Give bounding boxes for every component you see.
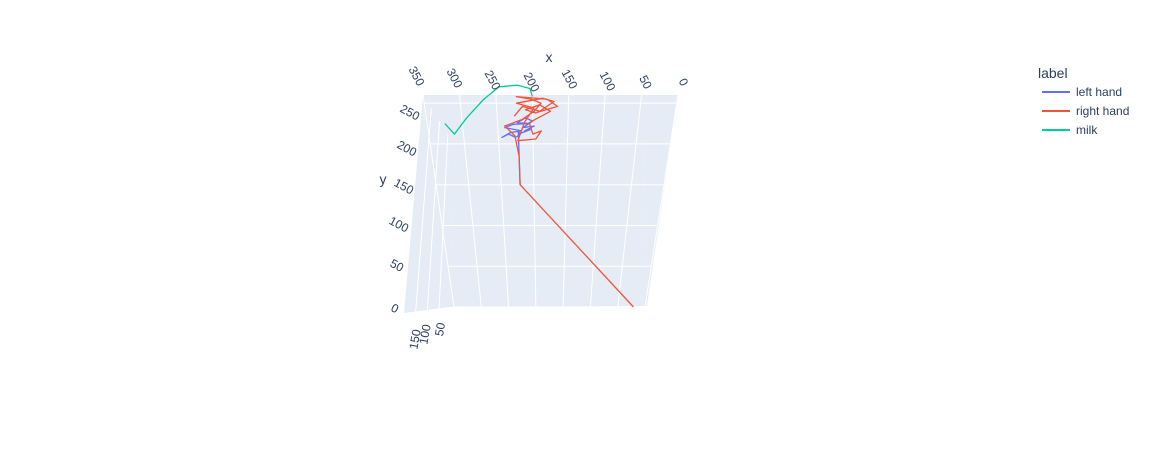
series-line-milk	[444, 84, 533, 135]
grid-line-z	[438, 134, 449, 309]
x-tick-label: 350	[406, 64, 428, 89]
legend-label: left hand	[1076, 85, 1122, 99]
grid-line-x	[644, 94, 679, 308]
x-tick-label: 50	[636, 73, 655, 92]
grid-line-x	[458, 94, 482, 308]
grid-line-x	[495, 94, 510, 308]
grid-lines	[415, 94, 679, 312]
left-wall	[404, 95, 456, 313]
y-axis-title: y	[380, 171, 387, 187]
legend-item-milk[interactable]: milk	[1042, 123, 1098, 137]
y-tick-label: 100	[387, 214, 412, 236]
x-tick-label: 300	[444, 66, 466, 91]
y-tick-label: 200	[395, 138, 420, 160]
legend-label: right hand	[1076, 104, 1129, 118]
back-wall	[423, 95, 678, 148]
legend-title: label	[1038, 65, 1068, 81]
grid-line-x	[531, 94, 537, 308]
legend-item-left-hand[interactable]: left hand	[1042, 85, 1122, 99]
floor	[449, 146, 647, 307]
series-line-right-hand	[504, 95, 634, 308]
grid-line-x	[422, 94, 455, 308]
legend-item-right-hand[interactable]: right hand	[1042, 104, 1129, 118]
y-tick-label: 250	[398, 102, 423, 124]
y-tick-label: 50	[388, 256, 407, 275]
z-tick-label: 50	[432, 321, 448, 337]
y-tick-label: 150	[392, 176, 417, 198]
z-tick-label: 150	[406, 328, 423, 350]
x-tick-label: 200	[521, 70, 543, 95]
grid-line-x	[562, 94, 570, 308]
grid-line-z	[415, 108, 432, 312]
x-tick-label: 100	[597, 69, 619, 94]
grid-line-x	[589, 94, 606, 308]
x-tick-label: 250	[482, 68, 504, 93]
y-tick-label: 0	[389, 301, 402, 317]
x-tick-label: 150	[559, 67, 581, 92]
series-line-left-hand	[501, 117, 535, 185]
legend[interactable]: label left hand right hand milk	[1038, 65, 1129, 137]
grid-line-x	[617, 94, 643, 308]
x-axis-title: x	[546, 49, 553, 65]
x-axis-ticks: 350 300 250 200 150 100 50 0	[406, 64, 692, 95]
z-tick-label: 100	[416, 323, 433, 345]
traces	[444, 84, 634, 308]
grid-line-z	[426, 121, 440, 311]
x-tick-label: 0	[676, 76, 692, 89]
legend-label: milk	[1076, 123, 1098, 137]
